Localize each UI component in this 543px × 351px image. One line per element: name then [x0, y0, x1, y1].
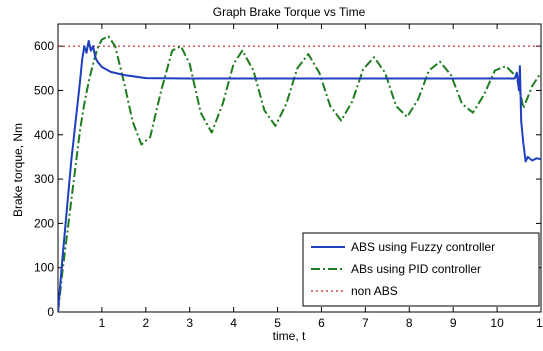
legend-entry: ABs using PID controller [351, 262, 481, 276]
x-tick-label: 8 [406, 316, 413, 330]
chart-title: Graph Brake Torque vs Time [213, 5, 366, 19]
y-tick-label: 500 [34, 83, 54, 97]
x-tick-label: 7 [362, 316, 369, 330]
x-tick-label: 5 [274, 316, 281, 330]
legend-entry: non ABS [351, 284, 398, 298]
y-tick-label: 300 [34, 172, 54, 186]
y-tick-label: 400 [34, 128, 54, 142]
y-tick-label: 0 [47, 305, 54, 319]
y-tick-label: 600 [34, 39, 54, 53]
y-axis-label: Brake torque, Nm [11, 123, 25, 217]
plot-area: 0 100 200 300 400 500 600 1 2 3 4 5 6 7 8 9 10 11 [34, 23, 543, 330]
x-tick-label: 11 [536, 316, 543, 330]
legend-box [302, 232, 540, 307]
legend-entry: ABS using Fuzzy controller [351, 240, 495, 254]
x-tick-label: 2 [142, 316, 149, 330]
x-axis-label: time, t [273, 329, 306, 343]
series-line-0 [58, 39, 541, 312]
x-tick-label: 1 [99, 316, 106, 330]
series-line-1 [58, 35, 541, 312]
x-tick-label: 10 [490, 316, 504, 330]
legend: ABS using Fuzzy controller ABs using PID … [302, 232, 540, 307]
x-tick-label: 3 [186, 316, 193, 330]
x-tick-label: 6 [318, 316, 325, 330]
x-tick-label: 9 [450, 316, 457, 330]
plot-frame [57, 23, 542, 313]
y-tick-label: 100 [34, 261, 54, 275]
x-tick-label: 4 [230, 316, 237, 330]
y-tick-label: 200 [34, 216, 54, 230]
